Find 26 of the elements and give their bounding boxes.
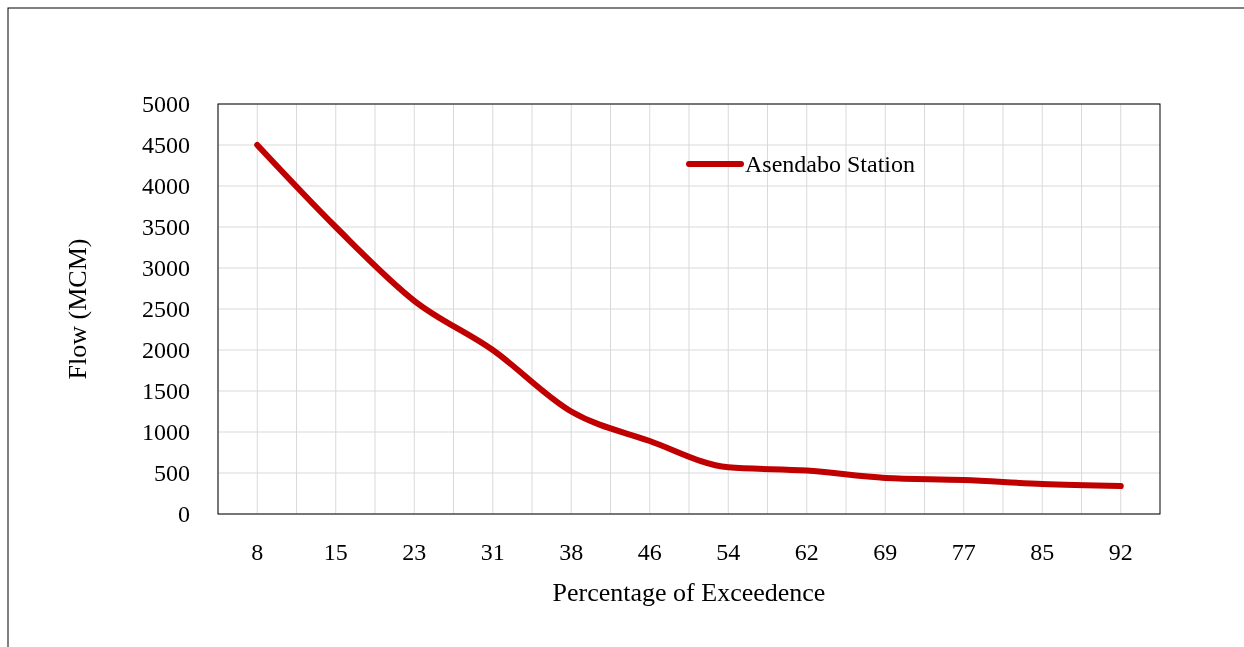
- x-tick-label: 85: [1030, 539, 1055, 565]
- y-tick-label: 2500: [142, 296, 190, 323]
- x-tick-label: 62: [794, 539, 819, 565]
- x-tick-label: 77: [951, 539, 976, 565]
- x-tick-label: 38: [559, 539, 584, 565]
- x-tick-label: 54: [716, 539, 741, 565]
- y-tick-label: 3000: [142, 255, 190, 282]
- y-tick-label: 5000: [142, 91, 190, 118]
- x-tick-label: 31: [480, 539, 505, 565]
- x-tick-label: 23: [402, 539, 427, 565]
- y-tick-label: 3500: [142, 214, 190, 241]
- y-tick-label: 500: [154, 460, 190, 487]
- y-tick-label: 1500: [142, 378, 190, 405]
- x-tick-label: 8: [251, 539, 264, 565]
- y-axis-title: Flow (MCM): [63, 238, 92, 380]
- x-axis-title: Percentage of Exceedence: [552, 578, 826, 607]
- x-tick-label: 46: [637, 539, 662, 565]
- y-tick-label: 4500: [142, 132, 190, 159]
- x-tick-label: 69: [873, 539, 898, 565]
- x-tick-label: 15: [323, 539, 348, 565]
- y-tick-label: 0: [178, 501, 190, 528]
- y-tick-label: 1000: [142, 419, 190, 446]
- y-tick-label: 4000: [142, 173, 190, 200]
- x-tick-label: 92: [1108, 539, 1133, 565]
- y-tick-label: 2000: [142, 337, 190, 364]
- legend-label: Asendabo Station: [745, 151, 915, 178]
